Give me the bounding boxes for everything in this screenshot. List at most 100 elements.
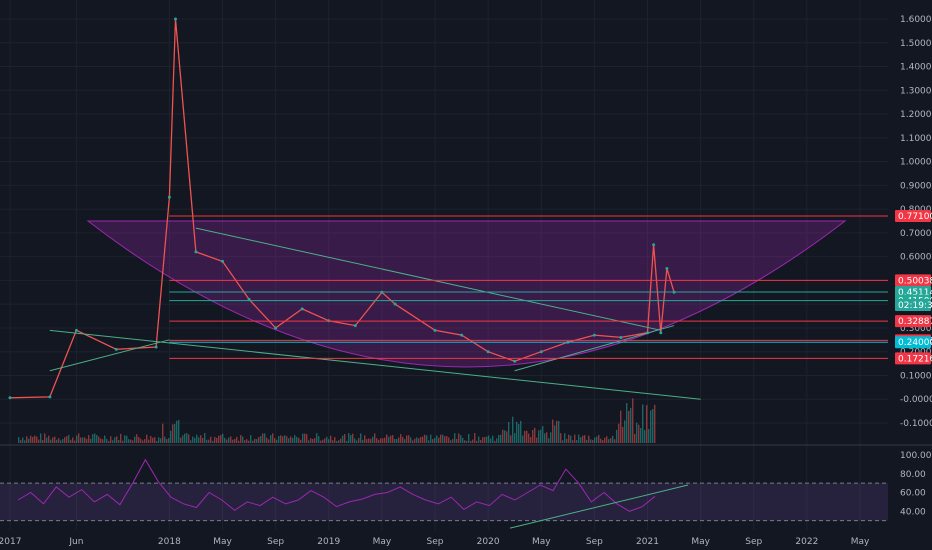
volume-bar [204,433,206,443]
volume-bar [558,420,560,443]
volume-bar [110,436,112,443]
volume-bar [66,436,68,443]
volume-bar [286,436,288,443]
volume-bar [576,440,578,443]
volume-bar [240,435,242,443]
volume-bar [354,438,356,443]
volume-bar [600,438,602,443]
volume-bar [40,433,42,443]
volume-bar [214,436,216,443]
volume-bar [160,438,162,443]
volume-bar [474,433,476,443]
volume-bar [590,439,592,443]
price-point [74,328,78,332]
volume-bar [580,437,582,443]
volume-bar [174,423,176,443]
price-tags: 0.771000.500380.451140.415000.328870.247… [895,210,932,365]
volume-bar [324,438,326,443]
volume-bar [96,435,98,443]
volume-bar [554,425,556,443]
volume-bar [136,434,138,443]
volume-bar [492,435,494,443]
volume-bar [644,430,646,443]
volume-bar [430,434,432,443]
volume-bar [112,440,114,443]
volume-bar [18,437,20,443]
price-point [539,350,543,354]
volume-bar [300,439,302,443]
volume-bar [82,437,84,443]
volume-bar [148,439,150,443]
volume-bar [650,410,652,443]
price-point [167,195,171,199]
volume-bar [614,439,616,443]
countdown-label: 02:19:36 [898,301,932,311]
volume-bar [310,438,312,443]
volume-bar [486,436,488,443]
volume-bar [58,438,60,443]
volume-bar [610,438,612,443]
volume-bar [382,438,384,443]
x-tick-label: 2017 [0,537,21,547]
volume-bar [420,437,422,443]
volume-bar [302,433,304,443]
volume-bar [616,429,618,443]
volume-bar [134,436,136,443]
volume-bar [536,437,538,443]
volume-bar [20,440,22,443]
volume-bar [458,433,460,443]
volume-bar [314,438,316,443]
volume-bar [150,436,152,443]
volume-bar [608,439,610,443]
volume-bar [144,439,146,443]
volume-bar [596,436,598,443]
volume-bar [62,439,64,443]
volume-bar [146,434,148,443]
volume-bar [208,439,210,443]
volume-bar [518,424,520,443]
price-point [665,267,669,271]
volume-bar [622,426,624,443]
price-tag-bg [895,352,931,365]
volume-bar [176,420,178,443]
volume-bar [190,440,192,443]
price-point [221,259,224,263]
volume-bar [572,440,574,443]
volume-bar [194,437,196,443]
volume-bar [488,435,490,443]
volume-bar [170,430,172,443]
volume-bar [296,436,298,443]
volume-bar [356,440,358,443]
volume-bar [438,437,440,443]
volume-bar [384,437,386,443]
volume-bar [476,440,478,443]
volume-bar [180,437,182,443]
volume-bar [282,436,284,443]
volume-bar [226,439,228,443]
volume-bar [48,435,50,443]
volume-bar [246,439,248,443]
volume-bar [478,436,480,443]
volume-bar [200,435,202,443]
volume-bar [304,433,306,443]
volume-bar [122,440,124,443]
volume-bar [364,435,366,443]
volume-bar [288,438,290,443]
rsi-pane [0,458,888,529]
volume-bar [206,439,208,443]
volume-bar [638,424,640,443]
volume-bar [264,433,266,443]
volume-bar [284,435,286,443]
x-tick-label: Sep [427,537,444,547]
volume-bar [374,433,376,443]
x-tick-label: 2022 [795,537,818,547]
volume-bar [620,410,622,443]
volume-bar [422,436,424,443]
price-point [592,333,596,337]
price-tag-bg [895,315,931,328]
x-tick-label: 2019 [317,537,340,547]
volume-bar [104,435,106,443]
